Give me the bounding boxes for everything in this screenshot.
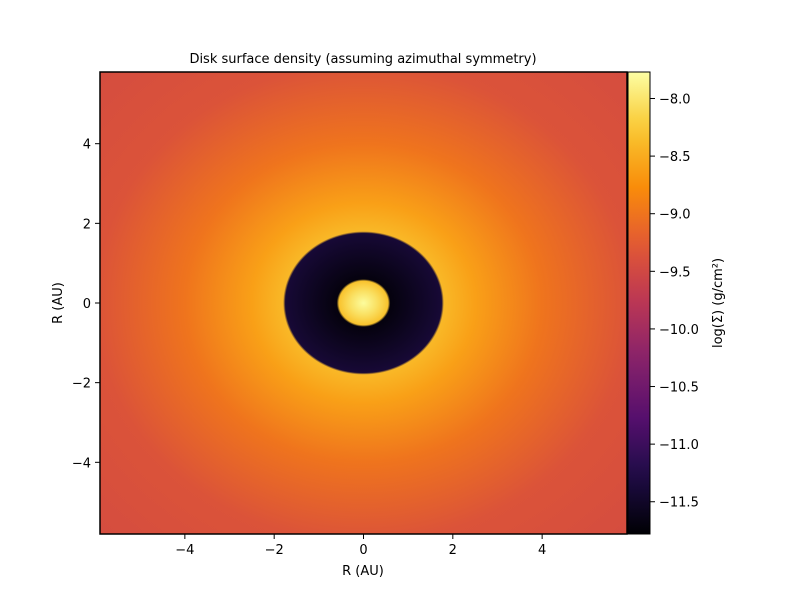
x-tick-label: −2 (265, 543, 284, 558)
colorbar-axis: −8.0 −8.5 −9.0 −9.5 −10.0 −10.5 −11.0 −11.5 (650, 92, 699, 511)
x-tick-label: 0 (359, 543, 367, 558)
y-tick-label: 0 (83, 297, 91, 312)
y-tick-label: −2 (72, 377, 91, 392)
y-axis-title: R (AU) (51, 282, 66, 324)
chart-title: Disk surface density (assuming azimuthal… (189, 52, 536, 67)
colorbar-tick-label: −9.5 (659, 265, 691, 280)
colorbar-tick-label: −11.5 (659, 496, 699, 511)
colorbar-tick-label: −11.0 (659, 438, 699, 453)
x-axis: −4 −2 0 2 4 (175, 534, 546, 558)
colorbar-tick-label: −8.0 (659, 92, 691, 107)
disk-image (100, 72, 627, 534)
colorbar-tick-label: −10.5 (659, 381, 699, 396)
colorbar-label: log(Σ) (g/cm²) (711, 258, 726, 348)
colorbar-tick-label: −8.5 (659, 150, 691, 165)
colorbar-tick-label: −9.0 (659, 208, 691, 223)
y-tick-label: −4 (72, 456, 91, 471)
colorbar-tick-label: −10.0 (659, 323, 699, 338)
x-tick-label: 4 (538, 543, 546, 558)
y-axis: −4 −2 0 2 4 (72, 138, 100, 471)
colorbar (627, 71, 651, 535)
x-tick-label: −4 (175, 543, 194, 558)
x-tick-label: 2 (449, 543, 457, 558)
y-tick-label: 2 (83, 217, 91, 232)
x-axis-title: R (AU) (342, 564, 384, 579)
plot-area (100, 72, 627, 534)
y-tick-label: 4 (83, 138, 91, 153)
